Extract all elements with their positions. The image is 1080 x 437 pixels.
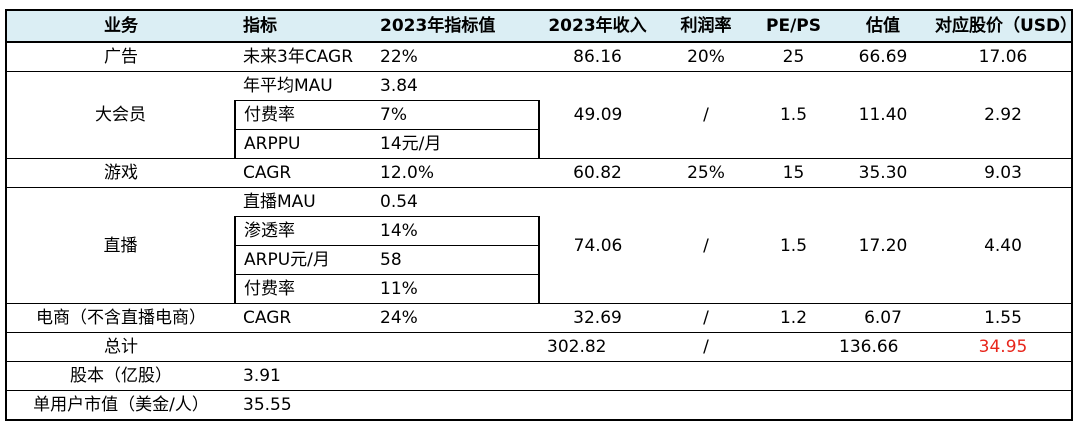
metric-cell: 渗透率: [234, 216, 372, 246]
margin-cell: /: [656, 303, 756, 333]
pe-cell: 15: [756, 158, 831, 188]
price-cell: 17.06: [935, 42, 1073, 72]
metric-cell: ARPU元/月: [234, 245, 372, 275]
metric-cell: 年平均MAU: [235, 71, 372, 101]
header-business: 业务: [5, 9, 235, 43]
metric-cell: 3.91: [235, 361, 372, 391]
valuation-cell: 35.30: [831, 158, 935, 188]
metric-value-cell: 58: [372, 245, 540, 275]
metric-value-cell: 14%: [372, 216, 540, 246]
business-cell: 直播: [5, 187, 235, 304]
price-cell: 1.55: [935, 303, 1073, 333]
margin-cell: 25%: [656, 158, 756, 188]
pe-cell: 1.5: [756, 187, 831, 304]
price-cell: 4.40: [935, 187, 1073, 304]
metric-cell: CAGR: [235, 303, 372, 333]
margin-cell: /: [656, 71, 756, 159]
valuation-cell: 17.20: [831, 187, 935, 304]
revenue-cell: 74.06: [539, 187, 656, 304]
table-row: ARPPU 14元/月: [6, 129, 1072, 159]
pe-cell: [756, 332, 831, 362]
metric-cell: [235, 332, 372, 362]
table-row: 单用户市值（美金/人） 35.55: [5, 390, 1073, 421]
margin-cell: /: [656, 332, 756, 362]
metric-value-cell: 12.0%: [372, 158, 539, 188]
table-row: 付费率 11%: [6, 274, 1072, 304]
metric-value-cell: 22%: [372, 42, 539, 72]
valuation-table: 业务 指标 2023年指标值 2023年收入 利润率 PE/PS 估值 对应股价…: [5, 9, 1073, 421]
header-pe-ps: PE/PS: [756, 9, 831, 43]
metric-cell: 付费率: [234, 100, 372, 130]
valuation-cell: 136.66: [831, 332, 935, 362]
business-cell: 股本（亿股）: [5, 361, 235, 391]
metric-cell: 未来3年CAGR: [235, 42, 372, 72]
total-row: 总计 302.82 / 136.66 34.95: [5, 332, 1073, 362]
header-metric: 指标: [235, 9, 372, 43]
table-row: 电商（不含直播电商） CAGR 24% 32.69 / 1.2 6.07 1.5…: [5, 303, 1073, 333]
margin-cell: /: [656, 187, 756, 304]
metric-cell: 直播MAU: [235, 187, 372, 217]
table-row: ARPU元/月 58: [6, 245, 1072, 275]
table-row: 直播 直播MAU 0.54 74.06 / 1.5 17.20 4.40: [5, 187, 1073, 304]
metric-value-cell: 7%: [372, 100, 540, 130]
header-row: 业务 指标 2023年指标值 2023年收入 利润率 PE/PS 估值 对应股价…: [5, 9, 1073, 43]
total-price-cell: 34.95: [935, 332, 1073, 362]
revenue-cell: 49.09: [539, 71, 656, 159]
metric-cell: ARPPU: [234, 129, 372, 159]
revenue-cell: 60.82: [539, 158, 656, 188]
table-row: 大会员 年平均MAU 3.84 49.09 / 1.5 11.40 2.92: [5, 71, 1073, 159]
metric-value-cell: [372, 332, 539, 362]
business-cell: 单用户市值（美金/人）: [5, 390, 235, 421]
metric-value-cell: 24%: [372, 303, 539, 333]
valuation-cell: 6.07: [831, 303, 935, 333]
header-revenue: 2023年收入: [539, 9, 656, 43]
business-cell: 广告: [5, 42, 235, 72]
revenue-cell: 86.16: [539, 42, 656, 72]
valuation-cell: 66.69: [831, 42, 935, 72]
pe-cell: 25: [756, 42, 831, 72]
header-margin: 利润率: [656, 9, 756, 43]
table-row: 渗透率 14%: [6, 216, 1072, 246]
table-row: 股本（亿股） 3.91: [5, 361, 1073, 391]
metric-cell: 付费率: [234, 274, 372, 304]
pe-cell: 1.2: [756, 303, 831, 333]
revenue-cell: 302.82: [539, 332, 656, 362]
margin-cell: 20%: [656, 42, 756, 72]
revenue-cell: 32.69: [539, 303, 656, 333]
table-row: 付费率 7%: [6, 100, 1072, 130]
metric-cell: 35.55: [235, 390, 372, 421]
valuation-cell: 11.40: [831, 71, 935, 159]
metric-value-cell: 0.54: [372, 187, 539, 217]
table-row: 广告 未来3年CAGR 22% 86.16 20% 25 66.69 17.06: [5, 42, 1073, 72]
price-cell: 9.03: [935, 158, 1073, 188]
metric-value-cell: 3.84: [372, 71, 539, 101]
pe-cell: 1.5: [756, 71, 831, 159]
header-metric-value: 2023年指标值: [372, 9, 539, 43]
metric-cell: CAGR: [235, 158, 372, 188]
business-cell: 总计: [5, 332, 235, 362]
business-cell: 大会员: [5, 71, 235, 159]
business-cell: 游戏: [5, 158, 235, 188]
metric-value-cell: 14元/月: [372, 129, 540, 159]
table-row: 游戏 CAGR 12.0% 60.82 25% 15 35.30 9.03: [5, 158, 1073, 188]
header-share-price: 对应股价（USD）: [935, 9, 1073, 43]
metric-value-cell: 11%: [372, 274, 540, 304]
business-cell: 电商（不含直播电商）: [5, 303, 235, 333]
price-cell: 2.92: [935, 71, 1073, 159]
header-valuation: 估值: [831, 9, 935, 43]
